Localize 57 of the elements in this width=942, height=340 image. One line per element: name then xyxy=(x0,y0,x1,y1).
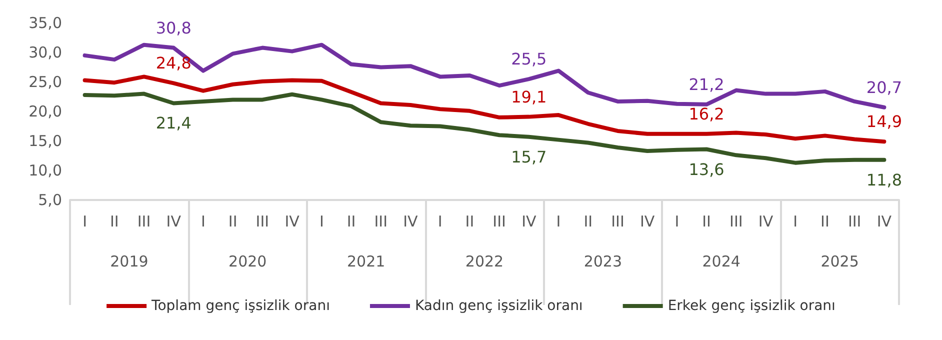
x-tick-label: IV xyxy=(166,212,182,230)
x-tick-label: II xyxy=(702,212,711,230)
x-tick-label: IV xyxy=(758,212,774,230)
y-tick-label: 5,0 xyxy=(38,191,62,209)
text: 2024 xyxy=(702,252,740,270)
text: 2022 xyxy=(465,252,504,270)
x-tick-label: I xyxy=(556,212,561,230)
x-tick-label: III xyxy=(848,212,862,230)
x-tick-label: II xyxy=(584,212,593,230)
data-label: 25,5 xyxy=(511,50,547,69)
x-tick-label: I xyxy=(82,212,88,230)
data-label: 21,2 xyxy=(688,74,724,94)
y-tick-label: 10,0 xyxy=(28,162,62,180)
x-tick-label: II xyxy=(346,212,356,230)
x-tick-label: I xyxy=(674,212,680,230)
x-tick-label: I xyxy=(319,212,324,230)
x-tick-label: II xyxy=(465,212,474,230)
y-tick-label: 25,0 xyxy=(28,73,62,91)
data-label: 14,9 xyxy=(866,112,902,132)
x-tick-label: II xyxy=(228,212,238,230)
y-tick-label: 15,0 xyxy=(28,132,62,150)
data-label: 15,7 xyxy=(511,147,547,166)
data-label: 11,8 xyxy=(866,170,902,190)
data-label: 16,2 xyxy=(688,104,724,124)
data-label: 21,4 xyxy=(156,114,192,133)
text: 2021 xyxy=(346,252,386,270)
data-label: 30,8 xyxy=(156,18,192,38)
x-tick-label: IV xyxy=(876,212,892,230)
legend-label: Erkek genç işsizlik oranı xyxy=(668,298,836,314)
text: 2025 xyxy=(820,252,859,270)
x-tick-label: II xyxy=(110,212,119,230)
x-tick-label: III xyxy=(137,212,151,230)
y-tick-label: 35,0 xyxy=(28,14,62,32)
x-tick-label: IV xyxy=(640,212,656,230)
x-tick-label: IV xyxy=(284,212,300,230)
x-tick-label: III xyxy=(611,212,624,230)
x-tick-label: I xyxy=(793,212,798,230)
y-tick-label: 20,0 xyxy=(28,102,62,120)
text: 2023 xyxy=(584,252,622,270)
legend-label: Toplam genç işsizlik oranı xyxy=(150,298,330,314)
data-label: 24,8 xyxy=(156,54,192,73)
legend-label: Kadın genç işsizlik oranı xyxy=(414,298,583,314)
x-tick-label: III xyxy=(492,212,506,230)
data-label: 19,1 xyxy=(511,87,547,106)
x-tick-label: III xyxy=(374,212,388,230)
data-label: 20,7 xyxy=(866,78,902,97)
x-tick-label: III xyxy=(730,212,743,230)
data-label: 13,6 xyxy=(688,160,724,179)
text: 2020 xyxy=(228,252,267,270)
x-tick-label: I xyxy=(438,212,442,230)
y-tick-label: 30,0 xyxy=(28,44,62,62)
x-tick-label: III xyxy=(256,212,270,230)
x-tick-label: II xyxy=(820,212,830,230)
x-tick-label: I xyxy=(201,212,206,230)
x-tick-label: IV xyxy=(403,212,419,230)
x-tick-label: IV xyxy=(522,212,537,230)
text: 2019 xyxy=(110,252,148,270)
